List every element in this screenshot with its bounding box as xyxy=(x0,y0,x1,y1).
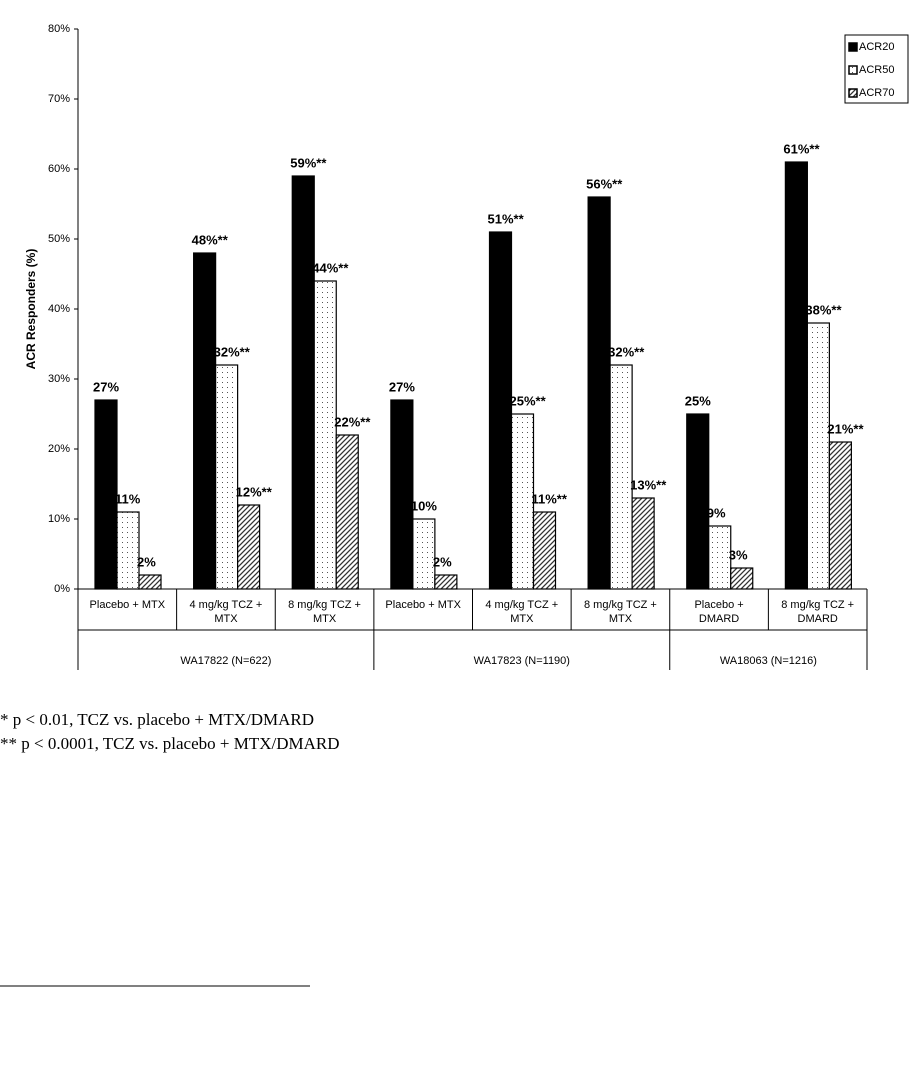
value-label: 32%** xyxy=(608,344,645,359)
value-label: 11%** xyxy=(532,491,568,506)
value-label: 44%** xyxy=(312,260,349,275)
bar xyxy=(532,511,557,590)
x-tick-label: 4 mg/kg TCZ + MTX xyxy=(189,599,263,625)
bar xyxy=(390,399,414,590)
value-label: 10% xyxy=(411,498,437,513)
value-label: 56%** xyxy=(586,176,623,191)
y-tick-label: 10% xyxy=(48,513,70,525)
y-axis-title: ACR Responders (%) xyxy=(24,249,38,370)
value-label: 22%** xyxy=(334,414,371,429)
x-tick-label: 8 mg/kg TCZ + DMARD xyxy=(781,599,855,625)
group-label: WA17823 (N=1190) xyxy=(474,655,570,667)
value-label: 38%** xyxy=(805,302,842,317)
y-tick-label: 30% xyxy=(48,373,70,385)
bar xyxy=(730,567,754,590)
legend-swatch xyxy=(848,65,858,75)
bar xyxy=(708,525,732,590)
bar xyxy=(138,574,162,590)
value-label: 21%** xyxy=(827,421,864,436)
x-tick-label: 8 mg/kg TCZ + MTX xyxy=(584,599,657,625)
value-label: 12%** xyxy=(236,484,273,499)
bar xyxy=(193,252,217,590)
y-tick-label: 50% xyxy=(48,233,70,245)
x-tick-label: Placebo + DMARD xyxy=(694,599,744,625)
legend-label: ACR20 xyxy=(859,41,894,53)
y-tick-label: 70% xyxy=(48,93,70,105)
bar xyxy=(631,497,655,590)
y-tick-label: 80% xyxy=(48,23,70,35)
value-label: 25%** xyxy=(510,393,547,408)
legend-swatch xyxy=(848,42,858,52)
footnote: * p < 0.01, TCZ vs. placebo + MTX/DMARD xyxy=(0,710,314,729)
y-tick-label: 0% xyxy=(54,583,70,595)
bar xyxy=(335,434,359,590)
bar xyxy=(609,364,633,590)
value-label: 61%** xyxy=(783,141,820,156)
value-label: 3% xyxy=(729,547,748,562)
y-tick-label: 60% xyxy=(48,163,70,175)
group-label: WA17822 (N=622) xyxy=(180,655,271,667)
value-label: 27% xyxy=(93,379,119,394)
value-label: 2% xyxy=(137,554,156,569)
bar xyxy=(313,280,337,590)
bar xyxy=(488,231,513,590)
value-label: 2% xyxy=(433,554,452,569)
value-label: 11% xyxy=(115,491,141,506)
bar xyxy=(587,196,611,590)
bar xyxy=(686,413,710,590)
value-label: 9% xyxy=(707,505,726,520)
y-tick-label: 40% xyxy=(48,303,70,315)
value-label: 32%** xyxy=(214,344,251,359)
footnote: ** p < 0.0001, TCZ vs. placebo + MTX/DMA… xyxy=(0,734,340,753)
bar xyxy=(434,574,458,590)
x-tick-label: Placebo + MTX xyxy=(89,599,166,611)
bar xyxy=(510,413,535,590)
x-tick-label: 4 mg/kg TCZ + MTX xyxy=(485,599,559,625)
legend-swatch xyxy=(848,88,858,98)
bar xyxy=(215,364,239,590)
bar xyxy=(237,504,261,590)
value-label: 13%** xyxy=(630,477,667,492)
value-label: 25% xyxy=(685,393,711,408)
bar xyxy=(784,161,808,590)
value-label: 27% xyxy=(389,379,415,394)
bar xyxy=(828,441,852,590)
legend-label: ACR70 xyxy=(859,87,894,99)
bar xyxy=(412,518,436,590)
bar xyxy=(291,175,315,590)
x-tick-label: 8 mg/kg TCZ + MTX xyxy=(288,599,361,625)
value-label: 59%** xyxy=(290,155,327,170)
value-label: 48%** xyxy=(192,232,229,247)
bar xyxy=(116,511,140,590)
y-tick-label: 20% xyxy=(48,443,70,455)
bar xyxy=(806,322,830,590)
group-label: WA18063 (N=1216) xyxy=(720,655,817,667)
x-tick-label: Placebo + MTX xyxy=(385,599,461,611)
bar xyxy=(94,399,118,590)
value-label: 51%** xyxy=(488,211,525,226)
legend-label: ACR50 xyxy=(859,64,894,76)
